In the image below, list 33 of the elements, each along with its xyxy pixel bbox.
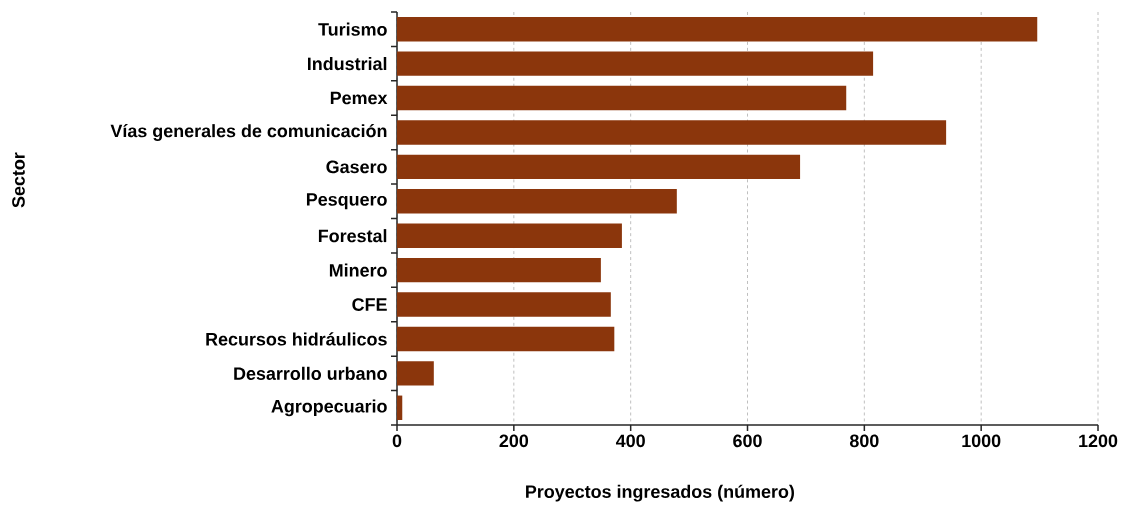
y-tick-label: Industrial bbox=[307, 57, 387, 71]
x-tick-label: 800 bbox=[849, 434, 879, 448]
x-tick-label: 600 bbox=[733, 434, 762, 448]
bar bbox=[397, 120, 947, 145]
bar bbox=[397, 85, 847, 111]
bar bbox=[397, 223, 622, 248]
y-tick-label: Turismo bbox=[318, 22, 387, 36]
bar bbox=[397, 189, 677, 214]
x-tick-label: 1000 bbox=[962, 434, 1001, 448]
bar bbox=[397, 292, 611, 317]
x-tick-label: 400 bbox=[615, 434, 645, 448]
x-tick-label: 0 bbox=[392, 434, 402, 448]
y-tick-label: Pesquero bbox=[306, 193, 387, 210]
bar bbox=[397, 326, 615, 352]
y-tick-label: CFE bbox=[352, 298, 387, 311]
y-tick-label: Recursos hidráulicos bbox=[206, 332, 387, 346]
bar bbox=[397, 17, 1038, 42]
bar bbox=[397, 395, 403, 421]
y-tick-label: Vías generales de comunicación bbox=[110, 124, 387, 141]
x-axis-title: Proyectos ingresados (número) bbox=[526, 484, 794, 502]
bar bbox=[397, 361, 434, 386]
bar bbox=[397, 257, 601, 283]
x-tick-label: 200 bbox=[499, 434, 529, 448]
y-tick-label: Minero bbox=[329, 263, 387, 277]
y-tick-label: Pemex bbox=[330, 91, 388, 105]
bar bbox=[397, 154, 801, 180]
x-tick-label: 1200 bbox=[1079, 434, 1118, 448]
y-tick-label: Desarrollo urbano bbox=[234, 366, 387, 380]
y-tick-label: Forestal bbox=[318, 229, 387, 243]
y-axis-title: Sector bbox=[12, 152, 25, 208]
y-tick-label: Agropecuario bbox=[271, 399, 387, 417]
y-tick-label: Gasero bbox=[326, 160, 387, 174]
bar bbox=[397, 51, 874, 76]
